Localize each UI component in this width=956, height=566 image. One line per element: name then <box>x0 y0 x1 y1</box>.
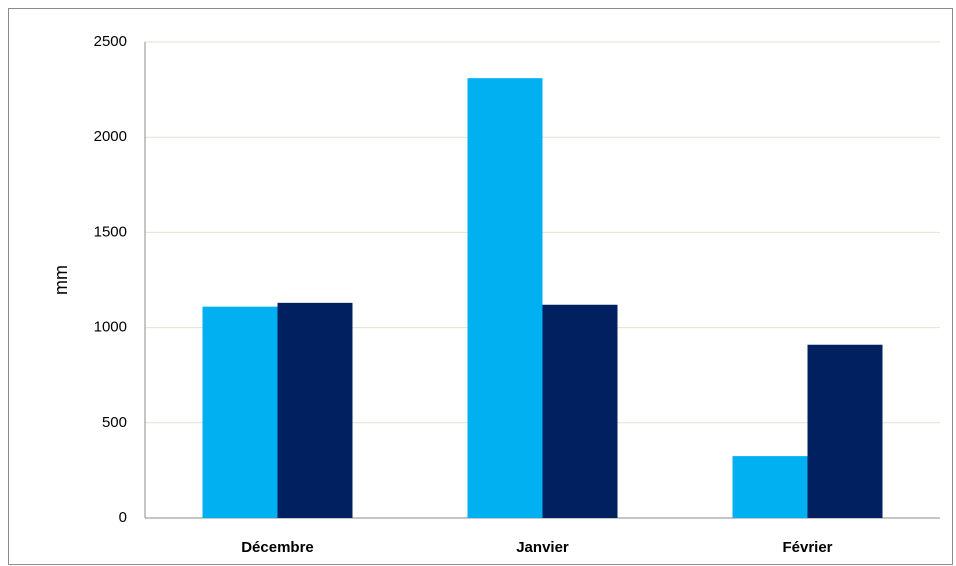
bar <box>467 78 543 519</box>
y-tick-label: 0 <box>119 509 127 526</box>
y-tick-label: 1500 <box>94 223 127 240</box>
y-axis-label: mm <box>51 265 71 295</box>
y-tick-label: 500 <box>102 414 127 431</box>
bar <box>277 302 353 518</box>
bar <box>807 344 883 518</box>
y-tick-label: 2000 <box>94 128 127 145</box>
y-tick-label: 2500 <box>94 33 127 50</box>
chart-frame <box>8 8 953 565</box>
y-tick-label: 1000 <box>94 319 127 336</box>
x-tick-label: Janvier <box>516 539 569 556</box>
bar <box>202 306 278 518</box>
bar <box>732 456 808 518</box>
x-tick-label: Février <box>782 539 832 556</box>
bar <box>542 304 618 518</box>
x-tick-label: Décembre <box>241 539 314 556</box>
